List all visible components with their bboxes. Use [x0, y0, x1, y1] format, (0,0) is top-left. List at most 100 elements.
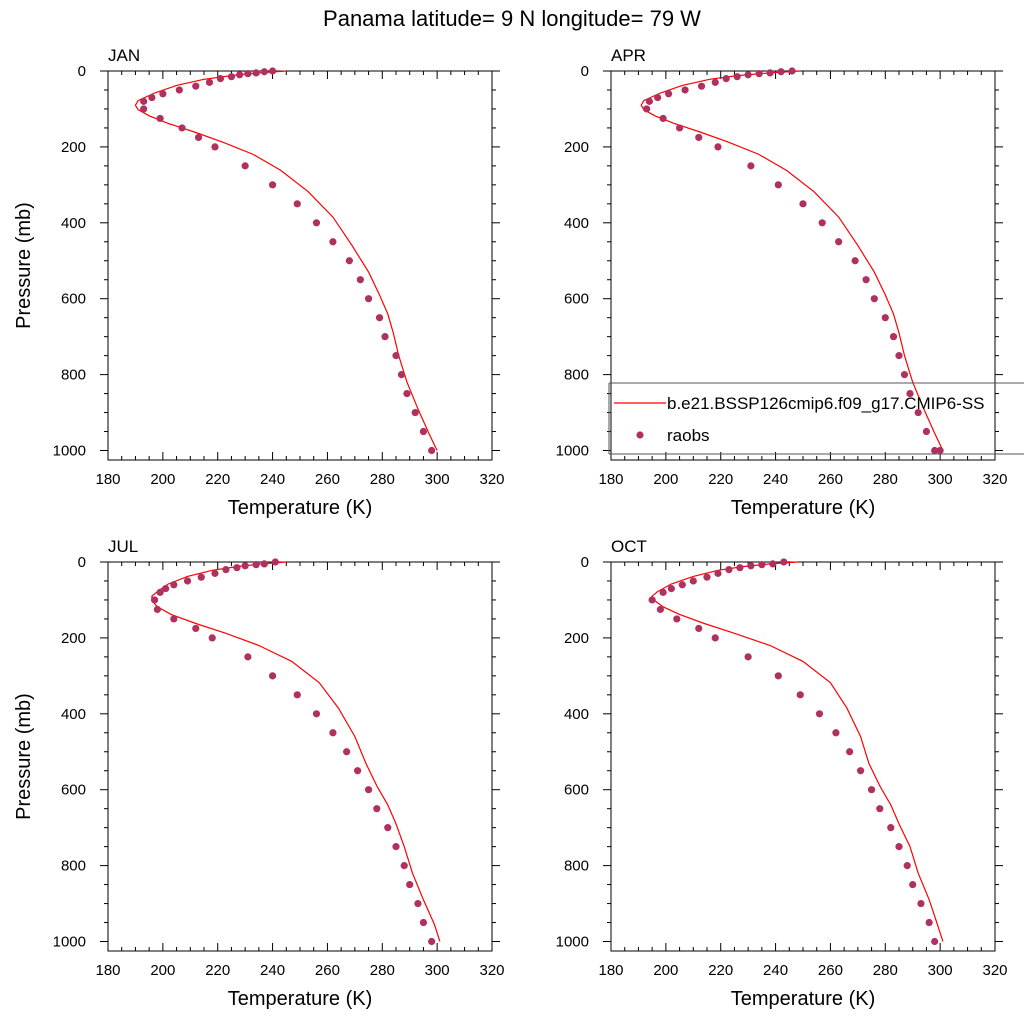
raobs-point	[162, 584, 170, 593]
raobs-point	[293, 691, 301, 699]
raobs-point	[252, 69, 260, 77]
x-tick-label: 300	[425, 471, 450, 488]
raobs-point	[659, 588, 667, 596]
raobs-point	[711, 634, 719, 642]
x-tick-label: 260	[315, 471, 340, 488]
panel-jul: JUL 180 200 220 240 260 280 300 320 0 200 400 600 800…	[13, 537, 505, 1010]
y-tick-label: 0	[78, 554, 86, 571]
legend-obs-label: raobs	[667, 426, 710, 445]
x-tick-label: 200	[653, 962, 678, 979]
y-tick-label: 200	[564, 630, 589, 647]
raobs-point	[384, 824, 392, 832]
raobs-point	[832, 729, 840, 737]
x-tick-label: 300	[928, 471, 953, 488]
x-axis-label: Temperature (K)	[228, 988, 373, 1010]
panels-group: JAN 180 200 220 240 260 280 300 320 0 200 400 600 800…	[13, 46, 1008, 1010]
y-tick-label: 600	[564, 782, 589, 799]
x-tick-label: 240	[763, 471, 788, 488]
raobs-point	[835, 238, 843, 246]
raobs-point	[260, 68, 268, 76]
y-tick-label: 800	[61, 858, 86, 875]
raobs-point	[381, 333, 389, 341]
raobs-point	[725, 565, 733, 574]
raobs-point	[312, 219, 321, 227]
panel-oct: OCT 180 200 220 240 260 280 300 320 0 200 400 600 800…	[556, 537, 1008, 1010]
x-tick-label: 200	[653, 471, 678, 488]
raobs-point	[140, 97, 148, 105]
raobs-point	[851, 257, 859, 265]
x-tick-label: 260	[818, 471, 843, 488]
x-tick-label: 300	[928, 962, 953, 979]
raobs-point	[345, 257, 353, 265]
raobs-point	[183, 577, 192, 585]
x-tick-label: 220	[708, 962, 733, 979]
raobs-point	[665, 90, 673, 98]
x-tick-label: 180	[598, 471, 623, 488]
plot-frame	[610, 561, 996, 952]
x-tick-label: 260	[315, 962, 340, 979]
raobs-point	[656, 605, 664, 614]
raobs-point	[796, 691, 804, 699]
raobs-point	[148, 93, 156, 102]
raobs-point	[428, 937, 436, 946]
raobs-point	[667, 584, 675, 593]
raobs-point	[895, 352, 903, 360]
panel-title: OCT	[611, 537, 647, 556]
raobs-point	[268, 67, 277, 75]
raobs-point	[222, 565, 230, 574]
raobs-point	[758, 561, 766, 569]
y-tick-label: 200	[564, 139, 589, 156]
raobs-point	[400, 862, 408, 870]
raobs-point	[645, 97, 654, 105]
panel-apr: APR 180 200 220 240 260 280 300 320 0 200 400 600 800…	[556, 46, 1008, 519]
raobs-point	[818, 219, 826, 227]
x-tick-label: 220	[708, 471, 733, 488]
raobs-point	[428, 446, 436, 455]
raobs-point	[815, 710, 824, 718]
x-tick-label: 180	[598, 962, 623, 979]
x-tick-label: 260	[818, 962, 843, 979]
x-tick-label: 320	[479, 962, 504, 979]
raobs-point	[857, 767, 865, 775]
raobs-point	[673, 615, 681, 623]
raobs-point	[914, 408, 922, 417]
raobs-point	[697, 82, 706, 90]
x-tick-label: 200	[150, 962, 175, 979]
raobs-point	[373, 805, 381, 813]
raobs-point	[419, 427, 428, 436]
x-tick-label: 320	[982, 471, 1007, 488]
raobs-point	[747, 562, 755, 570]
y-tick-label: 1000	[53, 443, 86, 460]
raobs-point	[922, 427, 931, 436]
raobs-point	[643, 105, 651, 113]
raobs-point	[192, 624, 200, 633]
raobs-point	[654, 93, 662, 102]
raobs-point	[681, 86, 689, 94]
y-tick-label: 800	[61, 367, 86, 384]
y-tick-label: 200	[61, 139, 86, 156]
raobs-point	[714, 143, 722, 151]
raobs-point	[769, 560, 777, 568]
raobs-point	[140, 105, 148, 113]
raobs-point	[293, 200, 301, 208]
raobs-point	[862, 276, 870, 284]
raobs-point	[156, 114, 164, 123]
x-tick-label: 220	[205, 962, 230, 979]
y-tick-label: 200	[61, 630, 86, 647]
plot-frame	[107, 561, 493, 952]
raobs-point	[909, 880, 917, 889]
raobs-point	[419, 918, 428, 927]
x-axis-label: Temperature (K)	[731, 497, 876, 519]
y-tick-label: 400	[61, 215, 86, 232]
raobs-point	[733, 73, 741, 81]
raobs-point	[780, 558, 788, 566]
raobs-point	[675, 124, 684, 132]
raobs-point	[244, 70, 252, 78]
raobs-point	[689, 577, 697, 585]
raobs-point	[178, 124, 186, 132]
raobs-point	[876, 805, 884, 813]
raobs-point	[375, 314, 384, 322]
y-tick-label: 600	[61, 291, 86, 308]
raobs-point	[648, 596, 656, 604]
model-line	[640, 70, 944, 451]
